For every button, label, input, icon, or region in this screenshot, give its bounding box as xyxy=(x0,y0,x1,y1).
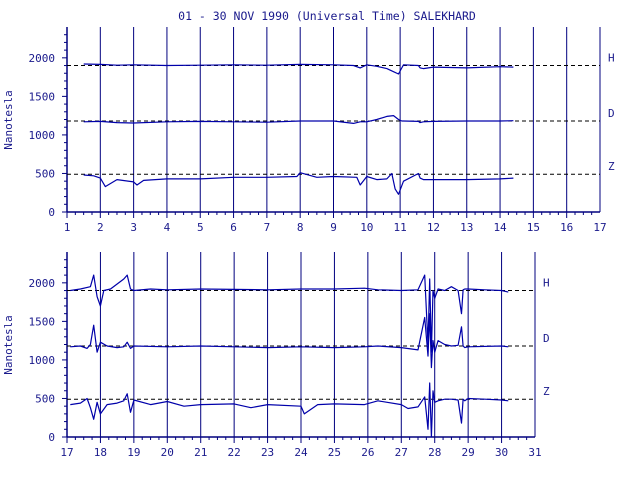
x-tick-label: 16 xyxy=(560,221,573,234)
y-tick-label: 0 xyxy=(48,206,55,219)
x-tick-label: 3 xyxy=(130,221,137,234)
x-tick-label: 9 xyxy=(330,221,337,234)
series-label-d: D xyxy=(608,107,615,120)
y-tick-label: 2000 xyxy=(29,52,56,65)
series-label-h: H xyxy=(543,277,550,290)
x-tick-label: 19 xyxy=(127,446,140,459)
x-tick-label: 14 xyxy=(493,221,507,234)
x-tick-label: 18 xyxy=(94,446,107,459)
x-tick-label: 1 xyxy=(64,221,71,234)
x-tick-label: 28 xyxy=(428,446,441,459)
series-label-h: H xyxy=(608,52,615,65)
x-tick-label: 17 xyxy=(593,221,606,234)
y-tick-label: 1000 xyxy=(29,129,56,142)
x-tick-label: 5 xyxy=(197,221,204,234)
x-tick-label: 7 xyxy=(264,221,271,234)
y-tick-label: 2000 xyxy=(29,277,56,290)
y-tick-label: 1000 xyxy=(29,354,56,367)
x-tick-label: 12 xyxy=(427,221,440,234)
series-label-d: D xyxy=(543,332,550,345)
x-tick-label: 4 xyxy=(164,221,171,234)
x-tick-label: 10 xyxy=(360,221,373,234)
x-tick-label: 8 xyxy=(297,221,304,234)
x-tick-label: 2 xyxy=(97,221,104,234)
x-tick-label: 6 xyxy=(230,221,237,234)
series-z-line xyxy=(70,382,509,438)
y-tick-label: 0 xyxy=(48,431,55,444)
y-tick-label: 1500 xyxy=(29,315,56,328)
x-tick-label: 17 xyxy=(60,446,73,459)
x-tick-label: 13 xyxy=(460,221,473,234)
chart-title: 01 - 30 NOV 1990 (Universal Time) SALEKH… xyxy=(178,9,476,23)
x-tick-label: 21 xyxy=(194,446,207,459)
x-tick-label: 29 xyxy=(462,446,475,459)
x-tick-label: 25 xyxy=(328,446,341,459)
y-axis-title: Nanotesla xyxy=(2,315,15,375)
series-h-line xyxy=(83,63,514,75)
x-tick-label: 24 xyxy=(294,446,308,459)
x-tick-label: 20 xyxy=(161,446,174,459)
x-tick-label: 26 xyxy=(361,446,374,459)
x-tick-label: 30 xyxy=(495,446,508,459)
x-tick-label: 31 xyxy=(528,446,541,459)
x-tick-label: 15 xyxy=(527,221,540,234)
x-tick-label: 27 xyxy=(395,446,408,459)
series-label-z: Z xyxy=(543,385,550,398)
series-h-line xyxy=(70,274,509,353)
y-axis-title: Nanotesla xyxy=(2,90,15,150)
x-tick-label: 23 xyxy=(261,446,274,459)
series-z-line xyxy=(83,172,514,195)
x-tick-label: 22 xyxy=(228,446,241,459)
series-d-line xyxy=(70,313,509,369)
panel-bottom: 0 500 1000 1500 2000 17 18 19 20 21 22 23 24 25 26 27 28… xyxy=(2,252,550,459)
x-tick-label: 11 xyxy=(394,221,407,234)
y-tick-label: 1500 xyxy=(29,90,56,103)
series-label-z: Z xyxy=(608,160,615,173)
series-d-line xyxy=(83,115,514,124)
y-tick-label: 500 xyxy=(35,167,55,180)
y-tick-label: 500 xyxy=(35,392,55,405)
